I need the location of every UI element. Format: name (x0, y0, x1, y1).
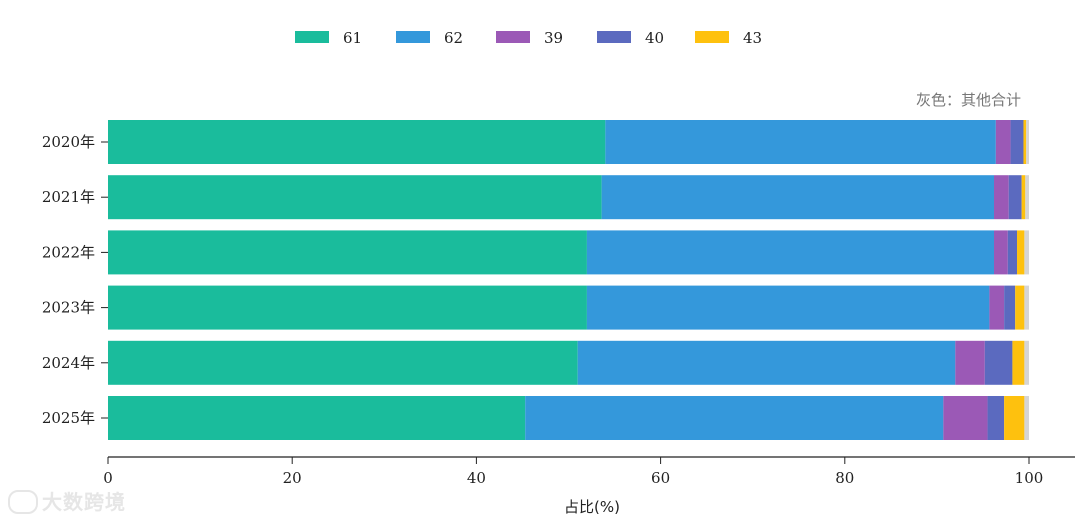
bar-2020年-other (1026, 120, 1029, 164)
bar-2023年-43 (1015, 285, 1025, 330)
legend-label-61: 61 (343, 29, 362, 47)
legend-swatch-61 (295, 31, 329, 43)
legend: 61 62 39 40 43 (295, 29, 762, 47)
bar-2022年-62 (586, 230, 995, 275)
bar-2022年-39 (994, 230, 1008, 275)
bar-2025年-40 (987, 396, 1005, 440)
x-tick-label: 60 (651, 469, 670, 487)
bar-2020年-62 (605, 120, 996, 164)
bar-2021年-61 (108, 175, 602, 220)
x-tick-label: 100 (1015, 469, 1044, 487)
bar-2023年-62 (586, 285, 990, 330)
legend-swatch-40 (597, 31, 631, 43)
legend-label-40: 40 (645, 29, 664, 47)
bar-2021年-39 (994, 175, 1009, 220)
y-tick-label: 2021年 (42, 188, 95, 206)
bar-2024年-62 (577, 340, 956, 385)
x-tick-label: 0 (103, 469, 113, 487)
y-tick-label: 2020年 (42, 133, 95, 151)
legend-label-43: 43 (743, 29, 762, 47)
bar-2020年-40 (1010, 120, 1024, 164)
bar-2023年-other (1024, 285, 1029, 330)
bar-2022年-61 (108, 230, 587, 275)
x-axis-title: 占比(%) (564, 498, 620, 516)
bar-2021年-other (1025, 175, 1029, 220)
bar-2020年-39 (995, 120, 1011, 164)
bar-2022年-43 (1017, 230, 1025, 275)
x-axis: 0 20 40 60 80 100 (103, 456, 1075, 487)
watermark-text: 大数跨境 (42, 490, 126, 514)
legend-label-39: 39 (544, 29, 563, 47)
bar-2024年-61 (108, 340, 578, 385)
bar-2021年-43 (1021, 175, 1026, 220)
bars (108, 120, 1029, 440)
bar-2024年-40 (984, 340, 1013, 385)
bar-2025年-61 (108, 396, 526, 440)
y-tick-label: 2022年 (42, 243, 95, 261)
bar-2024年-other (1024, 340, 1029, 385)
bar-2020年-43 (1023, 120, 1027, 164)
other-total-note: 灰色：其他合计 (916, 91, 1021, 109)
bar-2025年-39 (943, 396, 988, 440)
bar-2025年-62 (525, 396, 944, 440)
x-tick-label: 20 (283, 469, 302, 487)
y-axis: 2020年 2021年 2022年 2023年 2024年 2025年 (42, 133, 108, 427)
legend-swatch-43 (695, 31, 729, 43)
bar-2023年-61 (108, 285, 587, 330)
legend-swatch-62 (396, 31, 430, 43)
legend-swatch-39 (496, 31, 530, 43)
x-tick-label: 80 (835, 469, 854, 487)
bar-2023年-40 (1004, 285, 1016, 330)
watermark: 大数跨境 (8, 486, 126, 516)
bar-2025年-other (1024, 396, 1029, 440)
bar-2021年-62 (601, 175, 995, 220)
y-tick-label: 2023年 (42, 299, 95, 317)
legend-label-62: 62 (444, 29, 463, 47)
x-tick-label: 40 (467, 469, 486, 487)
y-tick-label: 2024年 (42, 354, 95, 372)
bar-2024年-43 (1012, 340, 1025, 385)
bar-2024年-39 (955, 340, 985, 385)
watermark-logo-icon (8, 489, 38, 514)
bar-2021年-40 (1008, 175, 1022, 220)
bar-2025年-43 (1004, 396, 1025, 440)
bar-2020年-61 (108, 120, 606, 164)
y-tick-label: 2025年 (42, 409, 95, 427)
bar-2022年-other (1024, 230, 1029, 275)
bar-2022年-40 (1007, 230, 1018, 275)
bar-2023年-39 (989, 285, 1005, 330)
